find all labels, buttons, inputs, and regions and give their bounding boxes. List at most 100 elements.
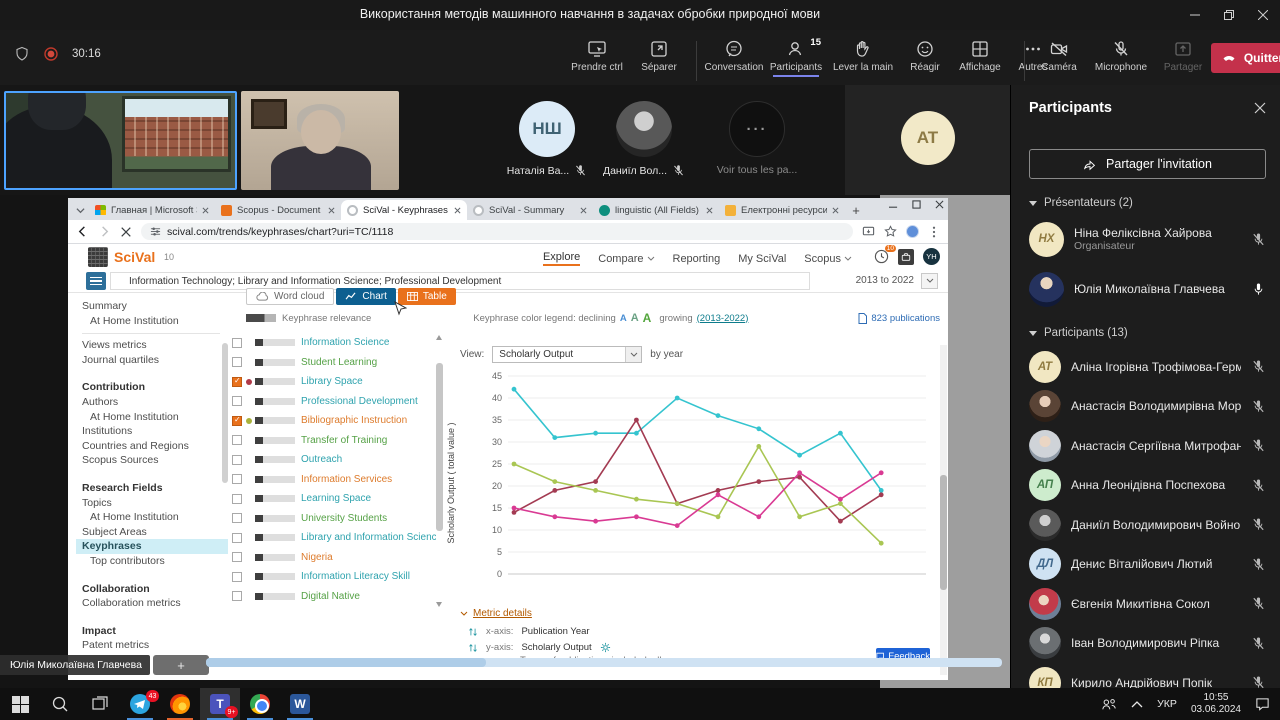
browser-tab[interactable]: Главная | Microsoft 365 (89, 200, 215, 220)
briefcase-icon[interactable] (898, 248, 914, 265)
mic-muted-icon[interactable] (1251, 438, 1266, 453)
nav-reporting[interactable]: Reporting (672, 252, 721, 265)
sidebar-item[interactable]: Journal quartiles (82, 353, 160, 366)
webcam-tile[interactable] (241, 91, 399, 190)
gear-icon[interactable] (600, 642, 611, 653)
language-indicator[interactable]: УКР (1157, 698, 1177, 710)
keyphrase-checkbox[interactable] (232, 513, 242, 524)
taskbar-search-button[interactable] (40, 688, 80, 720)
keyphrase-checkbox[interactable] (232, 493, 242, 504)
participant-row[interactable]: АП Анна Леонідівна Поспехова (1029, 466, 1266, 506)
year-range-link[interactable]: (2013-2022) (696, 312, 749, 324)
sidebar-item[interactable]: At Home Institution (90, 314, 179, 327)
participant-row[interactable]: Анастасія Володимирівна Мороз (1029, 387, 1266, 427)
show-hidden-icons-chevron[interactable] (1131, 700, 1143, 708)
sidebar-item[interactable]: Top contributors (90, 554, 165, 567)
notification-center-icon[interactable] (1255, 697, 1270, 711)
table-tab[interactable]: Table (397, 288, 456, 305)
keyphrase-label[interactable]: Nigeria (301, 551, 333, 563)
keyphrase-label[interactable]: Learning Space (301, 493, 372, 505)
keyphrase-label[interactable]: Transfer of Training (301, 434, 388, 446)
keyphrase-label[interactable]: Student Learning (301, 356, 378, 368)
participant-tile[interactable]: AT (845, 85, 1010, 195)
mic-muted-icon[interactable] (1251, 232, 1266, 247)
url-field[interactable]: scival.com/trends/keyphrases/chart?uri=T… (141, 223, 853, 240)
taskbar-firefox-button[interactable] (160, 688, 200, 720)
browser-minimize-icon[interactable] (889, 200, 898, 209)
sidebar-item[interactable]: Views metrics (82, 333, 220, 353)
browser-close-icon[interactable] (935, 200, 944, 209)
take-control-button[interactable]: Prendre ctrl (566, 35, 628, 73)
sidebar-item[interactable]: Institutions (82, 425, 133, 438)
metric-select[interactable]: Scholarly Output (492, 346, 643, 363)
install-app-icon[interactable] (862, 225, 875, 238)
participants-button[interactable]: 15 Participants (765, 35, 827, 77)
share-invitation-button[interactable]: Partager l'invitation (1029, 149, 1266, 179)
mic-muted-icon[interactable] (1251, 517, 1266, 532)
tab-close-icon[interactable] (454, 207, 461, 214)
webcam-tile-active-speaker[interactable] (4, 91, 237, 190)
browser-tab[interactable]: SciVal - Summary (467, 200, 593, 220)
browser-tab[interactable]: SciVal - Keyphrases (341, 200, 467, 220)
taskbar-chrome-button[interactable] (240, 688, 280, 720)
see-all-participants-tile[interactable]: ··· Voir tous les pa... (692, 91, 822, 190)
participant-row[interactable]: Євгенія Микитівна Сокол (1029, 584, 1266, 624)
keyphrase-label[interactable]: Digital Native (301, 590, 360, 602)
participant-row[interactable]: Іван Володимирович Ріпка (1029, 624, 1266, 664)
participants-section-header[interactable]: Participants (13) (1029, 327, 1266, 339)
chat-button[interactable]: Conversation (703, 35, 765, 73)
word-cloud-tab[interactable]: Word cloud (246, 288, 335, 305)
mic-muted-icon[interactable] (1251, 359, 1266, 374)
bookmark-star-icon[interactable] (884, 225, 897, 238)
keyphrase-checkbox[interactable] (232, 376, 242, 387)
keyphrase-label[interactable]: Information Services (301, 473, 393, 485)
stage-add-button[interactable]: + (153, 655, 209, 675)
nav-my-scival[interactable]: My SciVal (738, 252, 787, 265)
tab-close-icon[interactable] (202, 207, 209, 214)
mic-muted-icon[interactable] (1251, 557, 1266, 572)
taskbar-word-button[interactable] (280, 688, 320, 720)
window-minimize-button[interactable] (1178, 0, 1212, 30)
people-tray-icon[interactable] (1101, 697, 1117, 711)
sidebar-item[interactable]: Contribution (82, 381, 145, 394)
keyphrase-checkbox[interactable] (232, 552, 242, 563)
mic-muted-icon[interactable] (1251, 636, 1266, 651)
sidebar-item[interactable]: Scopus Sources (82, 454, 159, 467)
mic-muted-icon[interactable] (1251, 675, 1266, 690)
camera-button[interactable]: Caméra (1031, 35, 1087, 73)
sidebar-item[interactable]: Countries and Regions (82, 439, 189, 452)
participant-row[interactable]: ДЛ Денис Віталійович Лютий (1029, 545, 1266, 585)
tab-search-chevron-icon[interactable] (76, 206, 85, 215)
sidebar-item[interactable]: Keyphrases (76, 539, 228, 554)
presenters-section-header[interactable]: Présentateurs (2) (1029, 197, 1266, 209)
user-avatar[interactable]: YH (923, 248, 940, 265)
sidebar-item[interactable]: Patent metrics (82, 639, 150, 652)
sidebar-item[interactable]: At Home Institution (90, 410, 179, 423)
mic-on-icon[interactable] (1251, 282, 1266, 297)
presenter-row[interactable]: Юлія Миколаївна Главчева (1029, 269, 1266, 309)
tab-close-icon[interactable] (580, 207, 587, 214)
chart-tab[interactable]: Chart (336, 288, 396, 305)
window-maximize-button[interactable] (1212, 0, 1246, 30)
keyphrase-label[interactable]: Information Literacy Skill (301, 571, 410, 583)
sidebar-item[interactable]: Collaboration (82, 582, 150, 595)
keyphrase-checkbox[interactable] (232, 357, 242, 368)
clock[interactable]: 10:55 03.06.2024 (1190, 692, 1241, 715)
keyphrase-label[interactable]: Outreach (301, 454, 343, 466)
nav-scopus[interactable]: Scopus (804, 253, 852, 265)
back-icon[interactable] (76, 225, 89, 238)
browser-profile-avatar[interactable] (906, 225, 919, 238)
sidebar-item[interactable]: Topics (82, 496, 112, 509)
participant-row[interactable]: Анастасія Сергіївна Митрофан... (1029, 426, 1266, 466)
browser-menu-icon[interactable] (928, 226, 940, 238)
sidebar-item[interactable]: Impact (82, 624, 116, 637)
react-button[interactable]: Réagir (899, 35, 951, 73)
tab-close-icon[interactable] (328, 207, 335, 214)
metric-details-toggle[interactable]: Metric details (460, 608, 532, 619)
browser-tab[interactable]: Scopus - Document search (3... (215, 200, 341, 220)
keyphrase-checkbox[interactable] (232, 571, 242, 582)
sidebar-scrollbar[interactable] (222, 303, 228, 639)
site-settings-icon[interactable] (150, 226, 161, 237)
keyphrase-checkbox[interactable] (232, 337, 242, 348)
taskbar-telegram-button[interactable]: 43 (120, 688, 160, 720)
